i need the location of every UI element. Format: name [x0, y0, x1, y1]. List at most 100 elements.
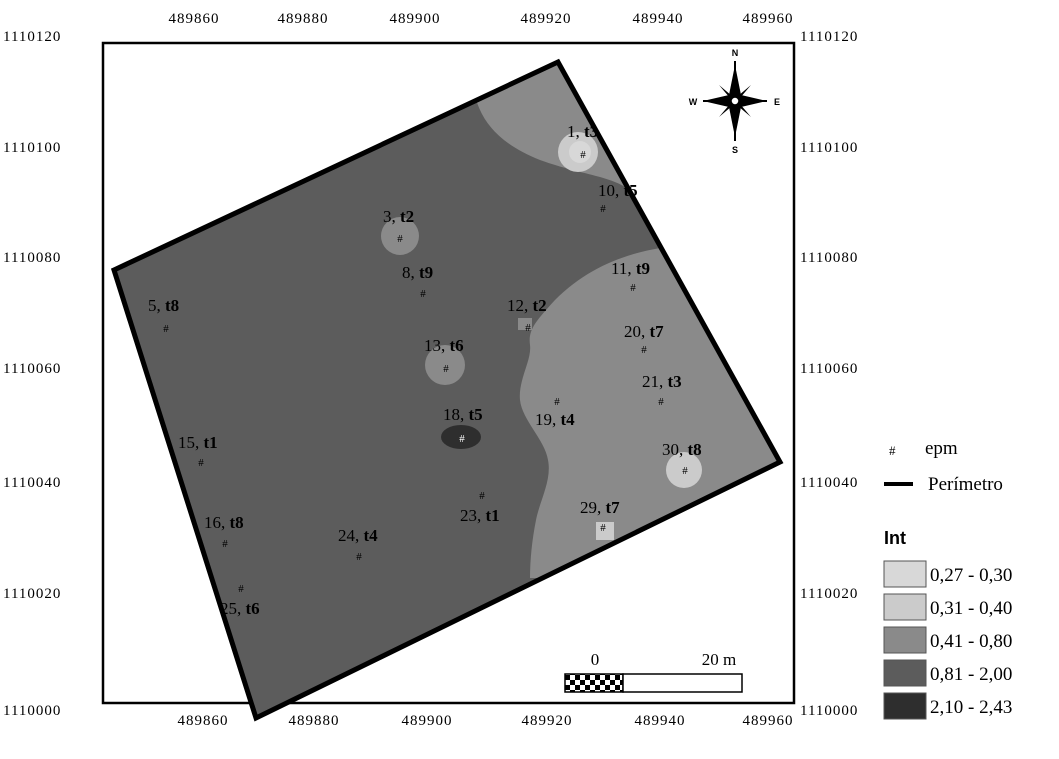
- point-label: 16, t8: [204, 513, 244, 532]
- y-tick-left: 1110000: [3, 703, 61, 719]
- x-axis-top: 489860 489880 489900 489920 489940 48996…: [169, 11, 794, 27]
- point-marker: #: [356, 551, 362, 563]
- point-marker: #: [580, 149, 586, 161]
- legend: # epm Perímetro Int 0,27 - 0,30 0,31 - 0,…: [883, 438, 1012, 720]
- point-label: 5, t8: [148, 296, 179, 315]
- x-tick-bottom: 489880: [289, 713, 340, 729]
- legend-swatch: [883, 593, 927, 621]
- y-tick-left: 1110100: [3, 140, 61, 156]
- point-marker: #: [658, 396, 664, 408]
- compass-n: N: [732, 48, 739, 58]
- x-tick-bottom: 489900: [402, 713, 453, 729]
- legend-class-label: 2,10 - 2,43: [930, 697, 1012, 718]
- field-perimeter: [110, 58, 784, 722]
- point-marker: #: [198, 457, 204, 469]
- y-tick-right: 1110040: [800, 475, 858, 491]
- zone-2.10-2.43: [441, 425, 481, 449]
- point-label: 10, t5: [598, 181, 638, 200]
- point-label: 21, t3: [642, 372, 682, 391]
- scale-bar: 0 20 m: [564, 650, 743, 693]
- point-label: 11, t9: [611, 259, 650, 278]
- point-label: 25, t6: [220, 599, 260, 618]
- zone-patch: [381, 217, 419, 255]
- point-label: 29, t7: [580, 498, 620, 517]
- x-tick-bottom: 489860: [178, 713, 229, 729]
- y-tick-right: 1110020: [800, 586, 858, 602]
- legend-class-label: 0,27 - 0,30: [930, 565, 1012, 586]
- point-label: 8, t9: [402, 263, 433, 282]
- point-marker: #: [222, 538, 228, 550]
- scale-bar-start-label: 0: [591, 650, 600, 669]
- point-marker: #: [682, 465, 688, 477]
- point-marker: #: [641, 344, 647, 356]
- x-tick-top: 489880: [278, 11, 329, 27]
- x-tick-bottom: 489940: [635, 713, 686, 729]
- legend-class-label: 0,31 - 0,40: [930, 598, 1012, 619]
- point-label: 23, t1: [460, 506, 500, 525]
- y-tick-left: 1110020: [3, 586, 61, 602]
- compass-e: E: [774, 97, 780, 107]
- y-tick-left: 1110120: [3, 29, 61, 45]
- point-label: 1, t3: [567, 122, 598, 141]
- north-arrow-icon: N S E W: [689, 48, 780, 155]
- legend-swatch: [883, 626, 927, 654]
- point-marker: #: [238, 583, 244, 595]
- point-marker: #: [163, 323, 169, 335]
- point-label: 19, t4: [535, 410, 575, 429]
- point-marker: #: [600, 203, 606, 215]
- y-tick-right: 1110080: [800, 250, 858, 266]
- point-label: 12, t2: [507, 296, 547, 315]
- y-tick-right: 1110100: [800, 140, 858, 156]
- point-label: 13, t6: [424, 336, 464, 355]
- point-label: 20, t7: [624, 322, 664, 341]
- point-label: 30, t8: [662, 440, 702, 459]
- x-tick-top: 489960: [743, 11, 794, 27]
- legend-swatch: [883, 659, 927, 687]
- scale-bar-solid: [622, 673, 743, 693]
- point-marker: #: [479, 490, 485, 502]
- point-label: 24, t4: [338, 526, 378, 545]
- point-label: 18, t5: [443, 405, 483, 424]
- sample-points: #1, t3 #10, t5 #3, t2 #11, t9 #8, t9 #5, t8 #1…: [148, 122, 702, 618]
- zone-0.31-0.40: [596, 522, 614, 540]
- x-tick-bottom: 489960: [743, 713, 794, 729]
- point-label: 3, t2: [383, 207, 414, 226]
- y-axis-left: 1110120 1110100 1110080 1110060 1110040 …: [3, 29, 61, 719]
- zone-patch: [518, 318, 532, 330]
- legend-perimeter-label: Perímetro: [928, 474, 1003, 495]
- x-tick-top: 489860: [169, 11, 220, 27]
- x-tick-bottom: 489920: [522, 713, 573, 729]
- legend-epm-symbol: #: [889, 443, 896, 458]
- legend-classes: 0,27 - 0,30 0,31 - 0,40 0,41 - 0,80 0,81 - …: [883, 560, 1012, 720]
- legend-epm-label: epm: [925, 438, 958, 459]
- zone-0.31-0.40: [666, 452, 702, 488]
- legend-swatch: [883, 560, 927, 588]
- x-tick-top: 489940: [633, 11, 684, 27]
- legend-swatch: [883, 692, 927, 720]
- zone-patch: [425, 345, 465, 385]
- x-axis-bottom: 489860 489880 489900 489920 489940 48996…: [178, 713, 794, 729]
- x-tick-top: 489920: [521, 11, 572, 27]
- point-marker: #: [420, 288, 426, 300]
- scale-bar-checker: [564, 673, 624, 693]
- y-tick-left: 1110060: [3, 361, 61, 377]
- point-marker: #: [443, 363, 449, 375]
- legend-title: Int: [884, 528, 906, 548]
- compass-w: W: [689, 97, 698, 107]
- point-marker: #: [600, 522, 606, 534]
- zone-0.27-0.30: [569, 141, 591, 163]
- point-marker: #: [459, 433, 465, 445]
- compass-s: S: [732, 145, 738, 155]
- y-tick-right: 1110060: [800, 361, 858, 377]
- y-tick-left: 1110040: [3, 475, 61, 491]
- legend-class-label: 0,41 - 0,80: [930, 631, 1012, 652]
- y-axis-right: 1110120 1110100 1110080 1110060 1110040 …: [800, 29, 858, 719]
- legend-class-label: 0,81 - 2,00: [930, 664, 1012, 685]
- point-marker: #: [554, 396, 560, 408]
- point-label: 15, t1: [178, 433, 218, 452]
- scale-bar-end-label: 20 m: [702, 650, 736, 669]
- y-tick-right: 1110000: [800, 703, 858, 719]
- y-tick-right: 1110120: [800, 29, 858, 45]
- x-tick-top: 489900: [390, 11, 441, 27]
